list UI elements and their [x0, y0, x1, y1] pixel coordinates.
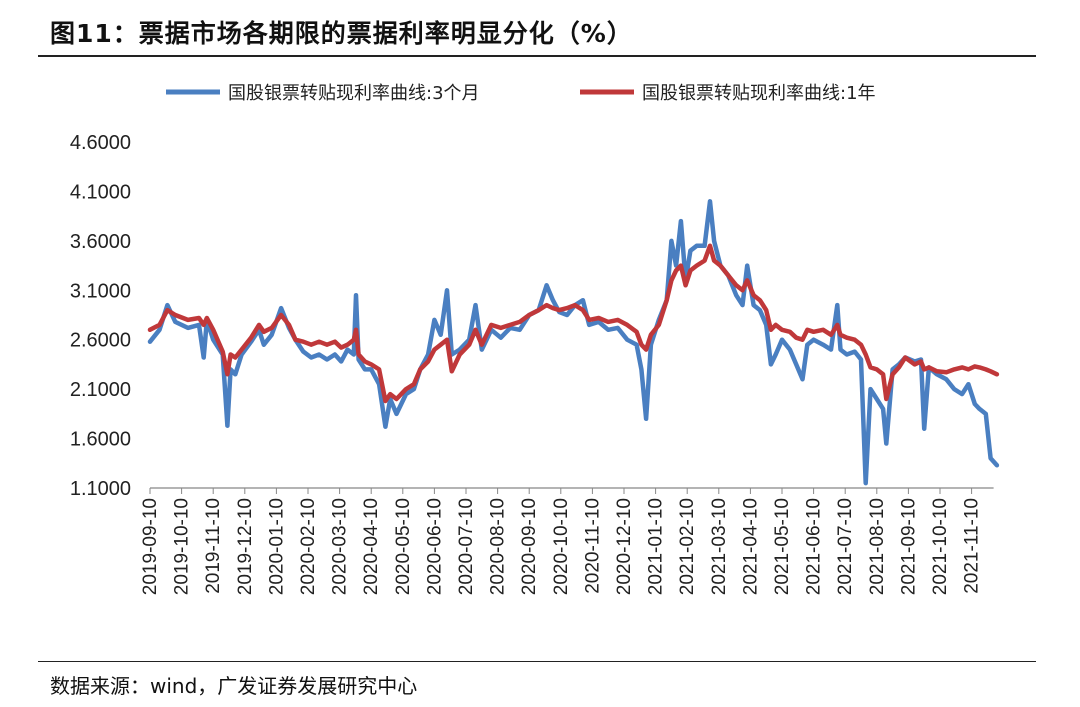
x-tick-label: 2020-04-10 [361, 498, 382, 595]
x-tick-label: 2020-08-10 [488, 498, 509, 595]
x-tick-label: 2019-10-10 [172, 498, 193, 595]
chart-legend: 国股银票转贴现利率曲线:3个月 国股银票转贴现利率曲线:1年 [166, 83, 876, 104]
x-tick-label: 2021-10-10 [930, 498, 951, 595]
series-line-1y [147, 243, 1000, 404]
y-tick-label: 4.1000 [70, 181, 131, 203]
x-tick-label: 2021-02-10 [677, 498, 698, 595]
x-tick-label: 2020-10-10 [551, 498, 572, 595]
legend-label-1y: 国股银票转贴现利率曲线:1年 [642, 83, 876, 104]
x-tick-label: 2019-12-10 [235, 498, 256, 595]
x-tick-label: 2020-05-10 [393, 498, 414, 595]
footer-divider [38, 661, 1036, 662]
x-tick-label: 2021-11-10 [962, 498, 983, 594]
y-tick-label: 3.1000 [70, 280, 131, 302]
x-tick-label: 2021-05-10 [772, 498, 793, 595]
title-divider [38, 55, 1036, 57]
x-tick-label: 2021-08-10 [867, 498, 888, 595]
x-tick-label: 2021-07-10 [835, 498, 856, 595]
y-tick-label: 4.6000 [70, 132, 131, 154]
x-tick-label: 2020-11-10 [582, 498, 603, 594]
y-tick-label: 2.1000 [70, 379, 131, 401]
x-tick-label: 2019-09-10 [140, 498, 161, 595]
x-tick-label: 2020-09-10 [519, 498, 540, 595]
legend-label-3m: 国股银票转贴现利率曲线:3个月 [228, 83, 480, 104]
x-tick-label: 2021-04-10 [740, 498, 761, 595]
series-line-3m [147, 199, 1000, 486]
y-tick-label: 2.6000 [70, 330, 131, 352]
x-tick-label: 2019-11-10 [203, 498, 224, 594]
x-tick-label: 2021-03-10 [709, 498, 730, 595]
x-tick-label: 2021-06-10 [804, 498, 825, 595]
x-tick-label: 2020-07-10 [456, 498, 477, 595]
x-tick-label: 2020-02-10 [298, 498, 319, 595]
x-axis: 2019-09-10 2019-10-10 2019-11-10 2019-12-10… [140, 487, 994, 595]
page-title: 图11：票据市场各期限的票据利率明显分化（%） [50, 19, 633, 48]
x-tick-label: 2020-03-10 [330, 498, 351, 595]
y-tick-label: 1.6000 [70, 429, 131, 451]
x-tick-label: 2020-06-10 [424, 498, 445, 595]
series-layer [147, 199, 1000, 486]
y-axis: 4.6000 4.1000 3.6000 3.1000 2.6000 2.1000 1.60… [70, 132, 131, 500]
line-chart: 国股银票转贴现利率曲线:3个月 国股银票转贴现利率曲线:1年 4.6000 4.1… [70, 83, 1000, 595]
x-tick-label: 2021-01-10 [646, 498, 667, 595]
x-tick-label: 2021-09-10 [898, 498, 919, 595]
y-tick-label: 1.1000 [70, 478, 131, 500]
x-tick-label: 2020-12-10 [614, 498, 635, 595]
data-source-note: 数据来源：wind，广发证券发展研究中心 [50, 674, 418, 698]
x-tick-label: 2020-01-10 [266, 498, 287, 595]
y-tick-label: 3.6000 [70, 231, 131, 253]
